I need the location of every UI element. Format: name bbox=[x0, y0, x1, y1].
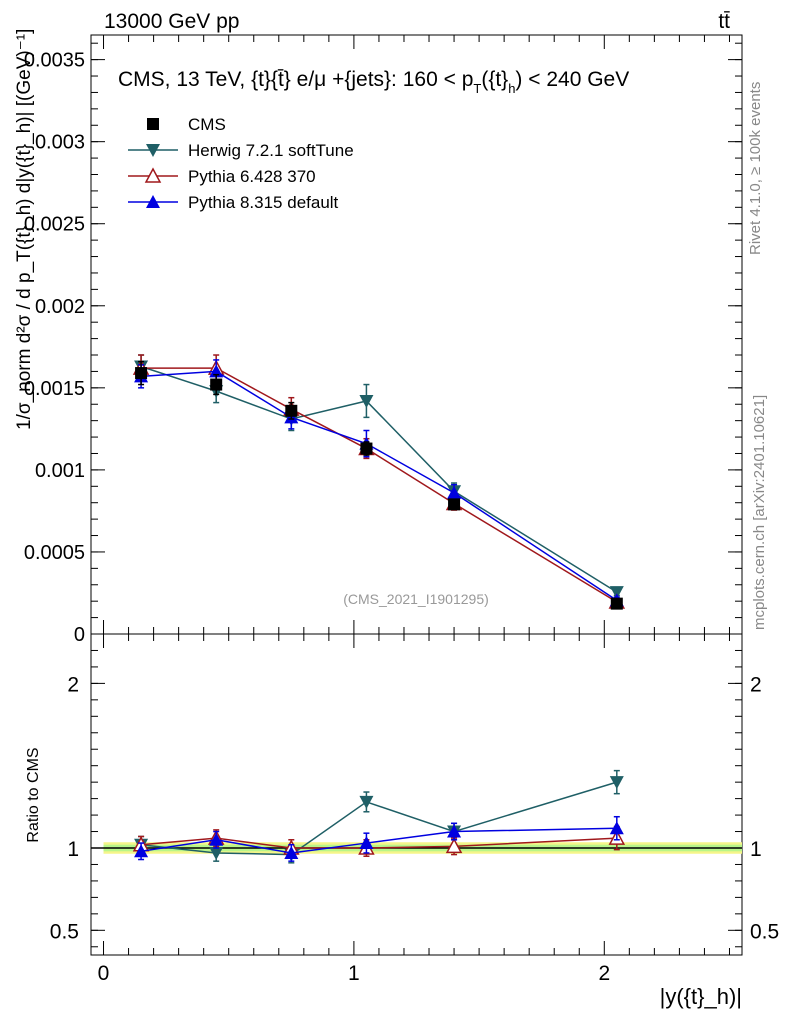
ratio-y-tick-label-right: 2 bbox=[750, 673, 762, 696]
cms-marker bbox=[135, 367, 148, 380]
pythia8-marker bbox=[209, 832, 224, 846]
pythia8-marker bbox=[146, 195, 160, 208]
pythia6-line bbox=[141, 367, 618, 603]
cms-marker bbox=[610, 597, 623, 610]
energy-label: 13000 GeV pp bbox=[104, 10, 239, 33]
herwig-marker bbox=[146, 144, 160, 157]
main-y-tick-label: 0.0035 bbox=[24, 50, 85, 72]
cms-marker bbox=[448, 498, 461, 511]
chart-title: CMS, 13 TeV, {t}{t̄} e/μ +{jets}: 160 < … bbox=[118, 68, 629, 96]
ratio-x-ticks bbox=[103, 634, 730, 955]
main-panel: 0 0.0005 0.001 0.0015 0.002 0.0025 0.003 0.0035… bbox=[14, 29, 743, 646]
main-y-tick-label: 0.0005 bbox=[24, 542, 85, 564]
ratio-uncertainty-band bbox=[91, 842, 743, 854]
herwig-marker bbox=[609, 586, 624, 600]
legend-entry: CMS bbox=[188, 115, 226, 134]
ratio-y-tick-label-right: 1 bbox=[750, 838, 762, 861]
ratio-series bbox=[132, 769, 626, 864]
title-part-left: CMS, 13 TeV, {t}{t̄} e/μ +{jets}: 160 < … bbox=[118, 68, 473, 91]
legend-entry: Pythia 6.428 370 bbox=[188, 167, 316, 186]
main-x-ticks bbox=[103, 35, 730, 634]
ratio-frame bbox=[90, 633, 743, 956]
main-y-ticks: 0 0.0005 0.001 0.0015 0.002 0.0025 0.003 0.0035 bbox=[24, 42, 742, 646]
process-label: tt̄ bbox=[718, 10, 730, 33]
herwig-line bbox=[140, 365, 618, 593]
title-part-right: ) < 240 GeV bbox=[515, 68, 629, 91]
legend: CMS Herwig 7.2.1 softTune Pythia 6.428 370… bbox=[128, 115, 354, 212]
ratio-y-tick-label-right: 0.5 bbox=[750, 920, 779, 943]
legend-entry: Pythia 8.315 default bbox=[188, 193, 339, 212]
x-axis-label: |y({t}_h)| bbox=[660, 984, 742, 1009]
pythia8-marker bbox=[134, 844, 149, 858]
x-tick-label: 0 bbox=[98, 962, 110, 985]
main-y-tick-label: 0 bbox=[74, 624, 85, 646]
herwig-marker bbox=[609, 776, 624, 790]
rivet-label: Rivet 4.1.0, ≥ 100k events bbox=[747, 82, 764, 255]
cms-marker bbox=[210, 378, 223, 391]
main-y-tick-label: 0.001 bbox=[35, 460, 85, 482]
main-series bbox=[132, 354, 626, 610]
y-axis-label: 1/σ_norm d²σ / d p_T({t}_h) d|y({t}_h)| … bbox=[14, 29, 35, 430]
pythia6-marker bbox=[144, 167, 162, 183]
title-sub-h: h bbox=[508, 81, 515, 96]
ratio-panel: 0.5 0.5 1 1 2 2 Ratio to CMS bbox=[25, 633, 779, 956]
pythia8-marker bbox=[447, 824, 462, 838]
pythia8-marker bbox=[447, 485, 462, 499]
pythia8-marker bbox=[609, 821, 624, 835]
cms-marker bbox=[285, 404, 298, 417]
pythia6-marker bbox=[445, 837, 463, 854]
x-tick-label: 2 bbox=[598, 962, 610, 985]
pythia8-marker bbox=[359, 836, 374, 850]
x-tick-labels: 0 1 2 bbox=[98, 962, 610, 985]
x-tick-label: 1 bbox=[348, 962, 360, 985]
herwig-marker bbox=[359, 795, 374, 809]
analysis-id: (CMS_2021_I1901295) bbox=[343, 591, 489, 607]
cms-marker bbox=[360, 442, 373, 455]
pythia8-line bbox=[141, 370, 618, 601]
pythia8-marker bbox=[209, 364, 224, 378]
main-y-tick-label: 0.0015 bbox=[24, 378, 85, 400]
legend-entry: Herwig 7.2.1 softTune bbox=[188, 141, 354, 160]
title-sub-t: T bbox=[473, 81, 481, 96]
ratio-y-tick-label: 2 bbox=[67, 673, 79, 696]
mcplots-label: mcplots.cern.ch [arXiv:2401.10621] bbox=[751, 395, 768, 630]
main-y-tick-label: 0.002 bbox=[35, 296, 85, 318]
herwig-marker bbox=[209, 846, 224, 860]
herwig-marker bbox=[359, 394, 374, 408]
herwig-ratio-line bbox=[140, 781, 618, 856]
cms-marker bbox=[147, 118, 159, 130]
pythia8-marker bbox=[284, 845, 299, 859]
ratio-y-tick-label: 0.5 bbox=[50, 920, 79, 943]
main-y-tick-label: 0.003 bbox=[35, 132, 85, 154]
ratio-y-label: Ratio to CMS bbox=[25, 747, 42, 842]
pythia8-ratio-line bbox=[140, 827, 617, 854]
title-part-mid: ({t} bbox=[481, 68, 508, 91]
main-y-tick-label: 0.0025 bbox=[24, 214, 85, 236]
ratio-y-tick-label: 1 bbox=[67, 838, 79, 861]
ratio-y-ticks: 0.5 0.5 1 1 2 2 bbox=[50, 649, 779, 948]
